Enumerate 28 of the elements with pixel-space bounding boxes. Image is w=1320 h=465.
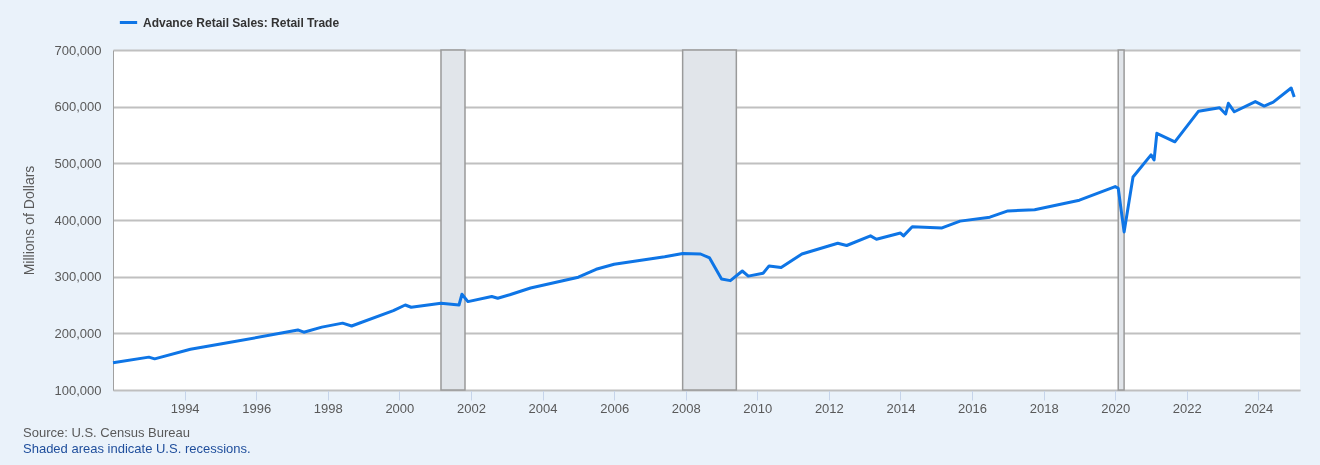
y-tick-label: 200,000 xyxy=(54,325,102,341)
x-tick-label: 2016 xyxy=(958,400,987,416)
y-tick-label: 400,000 xyxy=(54,212,102,228)
x-tick-label: 2024 xyxy=(1244,400,1274,416)
x-tick-label: 2004 xyxy=(528,400,558,416)
x-tick-label: 1998 xyxy=(313,400,343,416)
line-series xyxy=(111,86,1296,365)
y-tick-label: 100,000 xyxy=(54,382,102,398)
x-tick-label: 2014 xyxy=(886,400,916,416)
text: Shaded areas indicate U.S. recessions. xyxy=(23,441,251,457)
x-tick-label: 1996 xyxy=(242,400,272,416)
x-tick-label: 2010 xyxy=(743,400,773,416)
y-tick-label: 300,000 xyxy=(54,269,102,285)
x-tick-label: 2002 xyxy=(457,400,486,416)
x-tick-label: 2000 xyxy=(385,400,415,416)
y-tick-label: 700,000 xyxy=(54,42,102,58)
source-note: Source: U.S. Census Bureau xyxy=(23,425,191,441)
y-tick-label: 600,000 xyxy=(54,99,102,115)
x-tick-label: 2008 xyxy=(671,400,701,416)
legend-label: Advance Retail Sales: Retail Trade xyxy=(143,15,340,30)
x-tick-label: 1994 xyxy=(170,400,200,416)
x-tick-label: 2018 xyxy=(1029,400,1059,416)
x-tick-label: 2020 xyxy=(1101,400,1131,416)
x-tick-label: 2022 xyxy=(1172,400,1202,416)
x-tick-label: 2012 xyxy=(814,400,844,416)
y-tick-label: 500,000 xyxy=(54,155,102,171)
x-tick-label: 2006 xyxy=(600,400,630,416)
y-axis-title: Millions of Dollars xyxy=(20,165,37,276)
